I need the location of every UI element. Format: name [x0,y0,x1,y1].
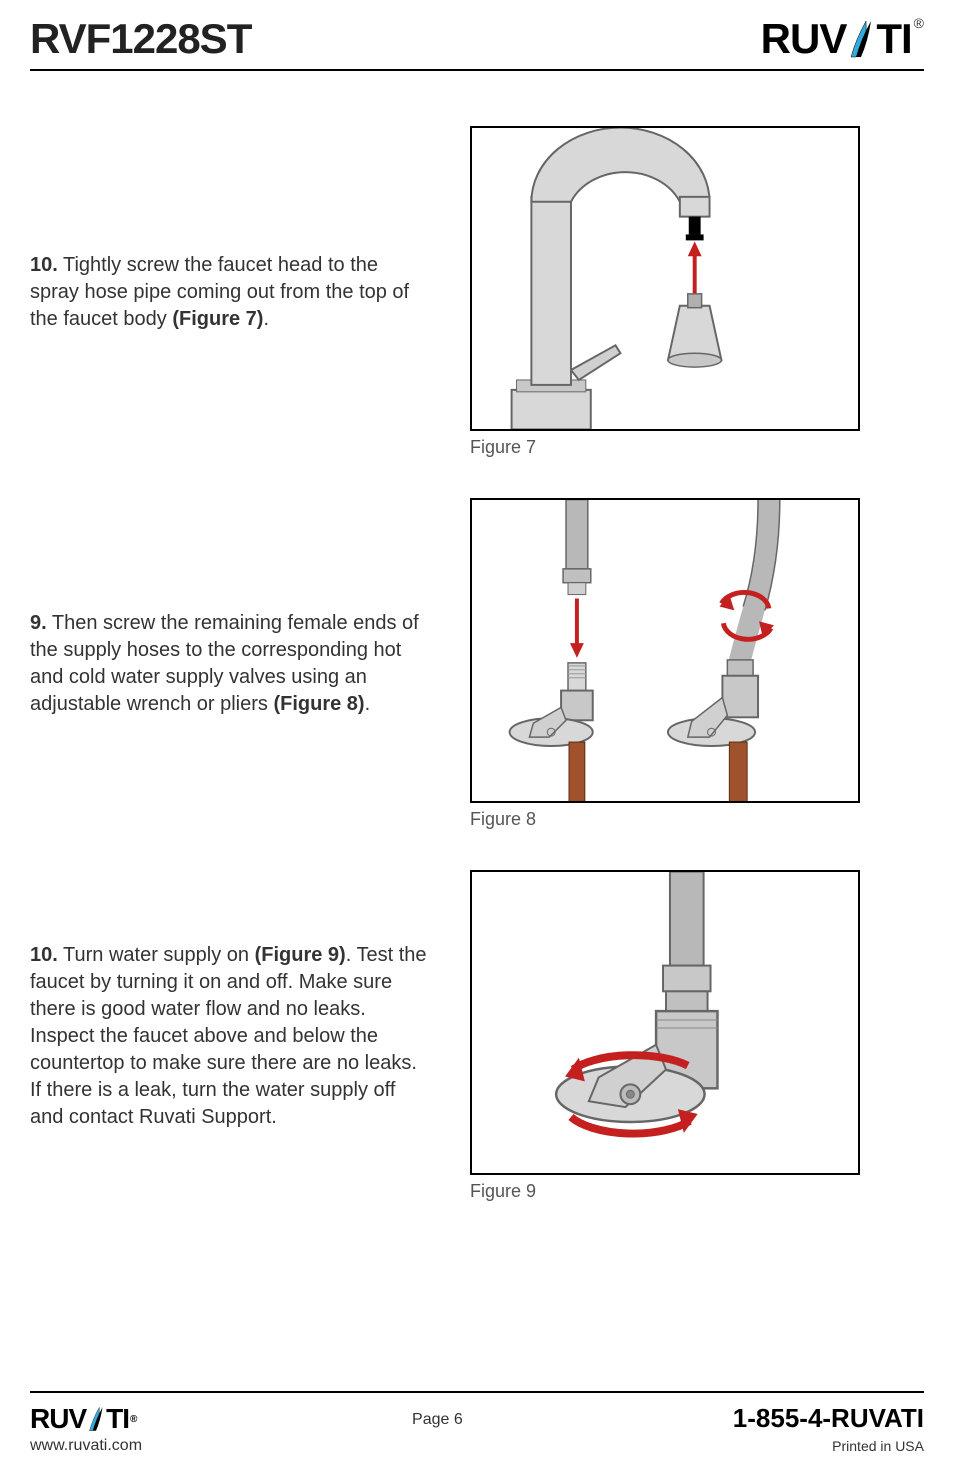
phone-number: 1-855-4-RUVATI [733,1403,924,1434]
registered-mark: ® [130,1414,136,1425]
step-row: 10. Tightly screw the faucet head to the… [30,126,924,458]
step-text: 10. Tightly screw the faucet head to the… [30,252,430,333]
printed-in: Printed in USA [733,1438,924,1454]
content: 10. Tightly screw the faucet head to the… [30,96,924,1391]
step-row: 9. Then screw the remaining female ends … [30,498,924,830]
footer-url: www.ruvati.com [30,1437,142,1455]
figure-wrap: Figure 7 [470,126,860,458]
brand-swoosh-icon [846,19,876,59]
figure-wrap: Figure 8 [470,498,860,830]
step-number: 9. [30,612,47,634]
figure-caption: Figure 7 [470,437,860,458]
footer-brand-logo: RUV TI ® [30,1403,142,1435]
figure-wrap: Figure 9 [470,870,860,1202]
step-text: 9. Then screw the remaining female ends … [30,610,430,718]
figure-reference: (Figure 8) [273,693,364,715]
figure-reference: (Figure 7) [172,308,263,330]
brand-swoosh-icon [86,1406,106,1432]
footer-right: 1-855-4-RUVATI Printed in USA [733,1403,924,1454]
figure-8-illustration [470,498,860,803]
brand-logo: RUV TI ® [761,15,924,63]
step-number: 10. [30,254,58,276]
page-number: Page 6 [412,1403,463,1429]
footer-left: RUV TI ® www.ruvati.com [30,1403,142,1455]
figure-reference: (Figure 9) [255,944,346,966]
step-text: 10. Turn water supply on (Figure 9). Tes… [30,942,430,1131]
figure-7-illustration [470,126,860,431]
figure-caption: Figure 8 [470,809,860,830]
model-number: RVF1228ST [30,15,251,63]
footer: RUV TI ® www.ruvati.com Page 6 1-855-4-R… [30,1391,924,1455]
step-row: 10. Turn water supply on (Figure 9). Tes… [30,870,924,1202]
figure-9-illustration [470,870,860,1175]
brand-text: RUV TI [761,15,912,63]
registered-mark: ® [914,15,924,31]
figure-caption: Figure 9 [470,1181,860,1202]
step-number: 10. [30,944,58,966]
header: RVF1228ST RUV TI ® [30,15,924,71]
